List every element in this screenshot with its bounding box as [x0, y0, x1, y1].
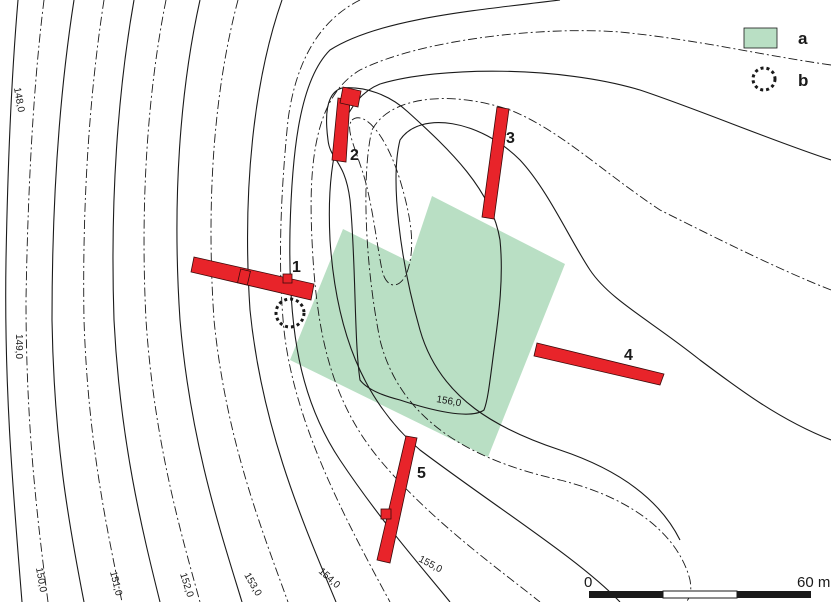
contour-line — [325, 87, 502, 415]
contour-line — [176, 0, 243, 602]
contour-label-150: 150,0 — [33, 567, 48, 594]
trench-label-1: 1 — [292, 259, 301, 276]
investigated-area — [290, 196, 565, 457]
trench-label-4: 4 — [624, 347, 633, 364]
green-square-icon — [743, 27, 778, 49]
contour-line — [25, 0, 49, 602]
contour-label-153: 153,0 — [241, 571, 263, 599]
trench-4 — [533, 342, 665, 386]
trench-label-5: 5 — [417, 465, 426, 482]
contour-line — [280, 0, 391, 602]
contour-lines — [5, 0, 831, 602]
scale-start-label: 0 — [584, 574, 592, 591]
contour-line — [83, 0, 123, 602]
contour-line — [310, 30, 831, 602]
legend-label-b: b — [798, 71, 808, 90]
scale-end-label: 60 m — [797, 574, 830, 591]
scale-bar: 0 60 m — [584, 574, 830, 599]
trench-5 — [376, 435, 418, 564]
contour-line — [5, 0, 23, 602]
trench-label-3: 3 — [506, 130, 515, 147]
contour-line — [112, 0, 161, 602]
contour-label-151: 151,0 — [107, 570, 124, 597]
legend: a b — [743, 27, 808, 92]
contour-line — [51, 0, 85, 602]
trench-label-2: 2 — [350, 147, 359, 164]
contour-line — [395, 122, 831, 541]
contour-label-156: 156,0 — [435, 394, 462, 409]
contour-line — [210, 0, 289, 602]
contour-line — [289, 0, 561, 602]
trench-2 — [331, 86, 362, 163]
dotted-circle-feature — [274, 297, 306, 329]
trench-1 — [190, 256, 315, 301]
contour-label-154: 154,0 — [316, 566, 342, 591]
contour-label-148: 148,0 — [11, 87, 26, 114]
contour-label-155: 155,0 — [417, 554, 445, 576]
contour-line — [365, 98, 831, 602]
trench-3 — [481, 106, 510, 220]
dotted-circle-icon — [751, 66, 777, 92]
contour-line — [247, 0, 337, 602]
legend-label-a: a — [798, 29, 808, 48]
contour-line — [143, 0, 201, 602]
contour-line — [349, 117, 413, 286]
contour-label-149: 149,0 — [13, 334, 24, 359]
